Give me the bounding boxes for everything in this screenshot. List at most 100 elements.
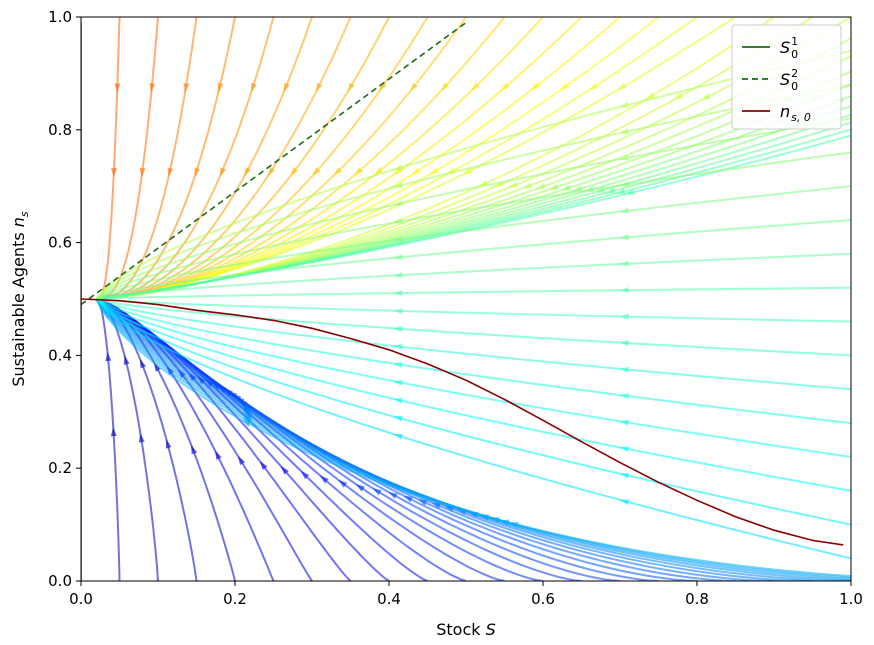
streamline-arrow <box>619 393 629 400</box>
x-tick-label: 0.0 <box>69 590 93 608</box>
streamline-arrow <box>139 167 146 178</box>
streamline-arrow <box>167 167 174 177</box>
y-tick-label: 0.8 <box>48 121 72 139</box>
streamline <box>96 17 429 300</box>
streamline-arrow <box>283 82 290 93</box>
streamline-arrow <box>393 325 403 332</box>
streamline-arrow <box>619 340 629 347</box>
streamline-arrow <box>244 167 252 177</box>
streamline-arrow <box>393 433 403 440</box>
streamline <box>96 298 851 391</box>
streamline-arrow <box>251 82 257 93</box>
series-line-s0 <box>81 298 844 546</box>
streamline-arrow <box>536 183 546 189</box>
streamline <box>95 298 851 560</box>
streamline-arrow <box>338 479 348 488</box>
streamline-arrow <box>149 83 156 93</box>
streamline <box>95 298 582 581</box>
streamline-arrow <box>393 272 403 279</box>
streamline <box>95 298 775 581</box>
streamline-arrow <box>123 355 130 365</box>
streamline-arrow <box>290 167 299 177</box>
streamline-arrow <box>393 218 403 225</box>
streamline-arrow <box>355 484 365 492</box>
streamline-arrow <box>619 128 630 135</box>
streamline-arrow <box>165 439 172 449</box>
streamline-arrow <box>588 82 599 91</box>
streamline-arrow <box>393 397 403 404</box>
streamline <box>96 17 621 300</box>
streamline <box>96 298 851 357</box>
streamline-arrow <box>111 167 118 178</box>
streamline-arrow <box>619 472 630 479</box>
plot-frame <box>80 16 852 582</box>
y-tick-label: 0.4 <box>48 346 72 364</box>
streamline-arrow <box>508 181 519 188</box>
streamline-arrow <box>471 82 480 91</box>
streamline-arrow <box>191 444 198 455</box>
streamline-arrow <box>312 167 321 176</box>
streamline <box>95 298 851 578</box>
streamline <box>95 83 851 300</box>
streamline-arrow <box>393 236 403 243</box>
streamline-arrow <box>619 446 630 453</box>
streamline-arrow <box>114 83 121 93</box>
streamline-arrow <box>241 420 252 427</box>
y-tick-label: 0.6 <box>48 234 72 252</box>
streamline <box>96 17 313 300</box>
streamline-arrow <box>267 167 276 177</box>
streamline <box>96 286 851 300</box>
streamline <box>96 17 198 300</box>
streamline-arrow <box>559 82 570 91</box>
streamlines <box>95 17 851 581</box>
legend: S1 0 S2 0 ns, 0 <box>731 24 842 130</box>
streamline-arrow <box>388 491 398 499</box>
streamline-arrow <box>110 427 117 437</box>
streamline-arrow <box>374 167 383 176</box>
streamline-arrow <box>393 200 403 207</box>
streamline <box>95 298 813 581</box>
y-axis-label: Sustainable Agents ns <box>9 211 31 387</box>
x-tick-label: 0.6 <box>531 590 555 608</box>
streamline <box>95 298 851 492</box>
streamline-arrow <box>319 475 329 484</box>
x-axis-label: Stock S <box>436 620 496 639</box>
streamline-arrow <box>215 450 222 460</box>
streamline-arrow <box>429 167 439 175</box>
streamline-arrow <box>194 167 201 177</box>
streamline <box>96 17 159 300</box>
streamline-arrow <box>619 499 630 506</box>
streamline-arrow <box>522 182 533 189</box>
streamline-arrow <box>673 92 684 100</box>
y-tick-label: 0.2 <box>48 459 72 477</box>
streamline-arrow <box>619 313 629 320</box>
streamline-arrow <box>393 307 403 314</box>
y-axis-ticks: 0.0 0.2 0.4 0.6 0.8 1.0 <box>48 8 81 590</box>
streamline-arrow <box>300 470 310 480</box>
streamline <box>95 298 159 581</box>
streamline <box>96 17 236 300</box>
streamline-arrow <box>625 189 635 195</box>
streamline-arrow <box>619 234 629 241</box>
streamline <box>96 17 583 300</box>
streamline <box>96 252 851 300</box>
streamline-arrow <box>417 499 428 506</box>
streamline-arrow <box>393 343 403 350</box>
streamline <box>96 17 390 300</box>
streamline-arrow <box>393 182 403 189</box>
streamline-arrow <box>354 167 363 176</box>
streamline <box>95 117 851 300</box>
streamline-arrow <box>619 366 629 373</box>
streamline-arrow <box>619 181 630 188</box>
streamline <box>96 17 275 300</box>
streamline-arrow <box>393 415 403 422</box>
x-axis-ticks: 0.0 0.2 0.4 0.6 0.8 1.0 <box>69 581 863 608</box>
streamline <box>96 134 851 300</box>
streamline-arrow <box>315 82 323 92</box>
streamline <box>96 219 851 300</box>
streamline <box>96 298 851 323</box>
streamline <box>96 17 660 300</box>
legend-entry: S2 0 <box>780 67 798 93</box>
y-tick-label: 0.0 <box>48 572 72 590</box>
